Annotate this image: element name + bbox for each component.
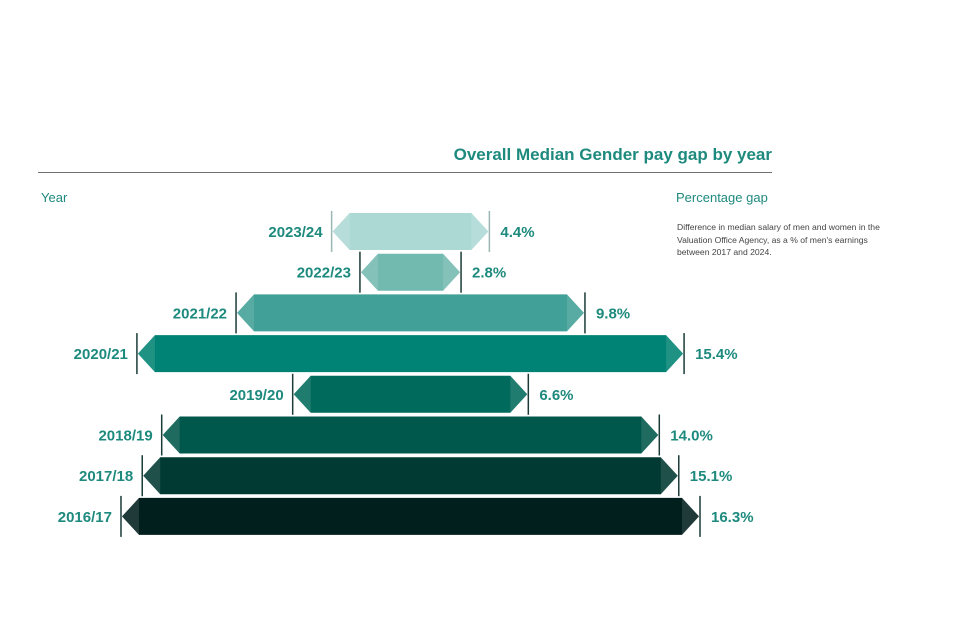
bar-row-2017-18: 2017/18 15.1% (79, 455, 733, 497)
year-label-2017-18: 2017/18 (79, 468, 133, 485)
bar-left-bevel-2019-20 (293, 375, 311, 413)
bar-left-bevel-2016-17 (121, 497, 139, 535)
value-label-2022-23: 2.8% (472, 265, 506, 282)
bar-left-bevel-2023-24 (332, 213, 350, 250)
bar-left-bevel-2017-18 (143, 457, 161, 495)
bar-row-2016-17: 2016/17 16.3% (58, 495, 754, 537)
bar-row-2018-19: 2018/19 14.0% (98, 414, 713, 456)
chart-note: Difference in median salary of men and w… (677, 222, 880, 257)
bar-2020-21 (137, 335, 684, 373)
bar-row-2023-24: 2023/24 4.4% (268, 211, 535, 252)
year-label-2020-21: 2020/21 (74, 346, 128, 363)
value-label-2020-21: 15.4% (695, 346, 738, 363)
year-label-2021-22: 2021/22 (173, 305, 227, 322)
bar-right-bevel-2017-18 (660, 457, 678, 495)
bar-left-bevel-2022-23 (360, 253, 378, 291)
value-label-2016-17: 16.3% (711, 509, 754, 526)
bar-right-bevel-2018-19 (641, 416, 659, 454)
bar-left-bevel-2020-21 (137, 335, 155, 373)
bar-row-2022-23: 2022/23 2.8% (297, 251, 506, 293)
bar-row-2019-20: 2019/20 6.6% (229, 373, 574, 415)
bar-right-bevel-2021-22 (566, 294, 584, 332)
bar-2021-22 (237, 294, 584, 332)
bar-2016-17 (121, 497, 700, 535)
bar-right-bevel-2022-23 (443, 253, 461, 291)
value-label-2019-20: 6.6% (539, 387, 573, 404)
bar-row-2020-21: 2020/21 15.4% (74, 333, 738, 375)
bar-right-bevel-2020-21 (666, 335, 684, 373)
value-label-2021-22: 9.8% (596, 305, 630, 322)
bar-right-bevel-2019-20 (510, 375, 528, 413)
bar-2022-23 (360, 253, 461, 291)
year-label-2022-23: 2022/23 (297, 265, 351, 282)
bar-row-2021-22: 2021/22 9.8% (173, 292, 630, 334)
percentage-axis-label: Percentage gap (676, 190, 768, 205)
value-label-2018-19: 14.0% (670, 428, 713, 445)
year-label-2018-19: 2018/19 (98, 428, 152, 445)
value-label-2023-24: 4.4% (500, 224, 534, 241)
chart-title: Overall Median Gender pay gap by year (453, 145, 772, 164)
bar-2019-20 (293, 375, 528, 413)
year-label-2019-20: 2019/20 (229, 387, 283, 404)
bar-2018-19 (162, 416, 659, 454)
bar-left-bevel-2021-22 (237, 294, 255, 332)
year-label-2016-17: 2016/17 (58, 509, 112, 526)
value-label-2017-18: 15.1% (690, 468, 733, 485)
bar-2023-24 (332, 213, 489, 250)
bar-2017-18 (143, 457, 678, 495)
bar-left-bevel-2018-19 (162, 416, 180, 454)
title-divider (38, 172, 772, 173)
year-axis-label: Year (41, 190, 68, 205)
year-label-2023-24: 2023/24 (268, 224, 323, 241)
bar-right-bevel-2023-24 (471, 213, 489, 250)
bar-right-bevel-2016-17 (682, 497, 700, 535)
